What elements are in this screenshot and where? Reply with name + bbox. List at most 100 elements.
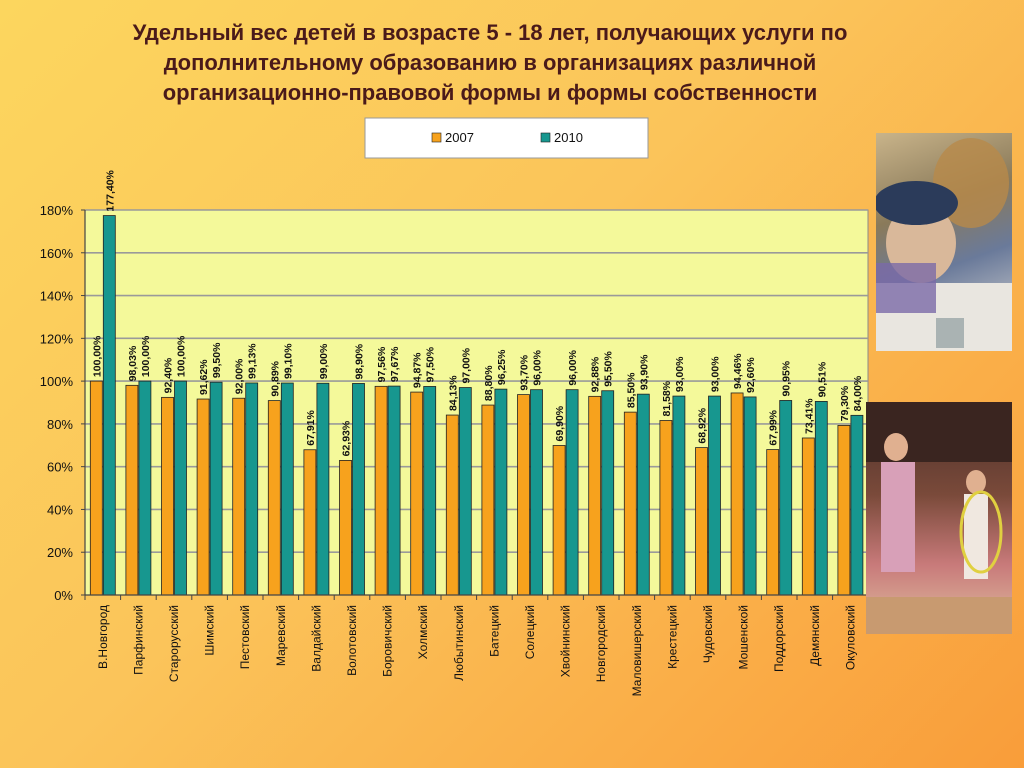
- children-crafting-photo: [876, 133, 1012, 351]
- bar-2007-18: [730, 392, 744, 596]
- y-tick-label: 60%: [47, 460, 73, 475]
- bar-2007-8: [374, 385, 388, 596]
- data-label-2007-2: 92,40%: [163, 357, 175, 393]
- data-label-2010-12: 96,00%: [532, 349, 544, 385]
- x-tick-label: Новгородский: [594, 605, 608, 682]
- bar-2010-14: [601, 390, 615, 596]
- data-label-2007-10: 84,13%: [447, 375, 459, 411]
- y-tick-label: 180%: [40, 203, 74, 218]
- x-tick-label: Демянский: [808, 605, 822, 666]
- data-label-2010-14: 95,50%: [603, 350, 615, 386]
- y-tick-label: 20%: [47, 545, 73, 560]
- bar-2007-9: [410, 391, 424, 596]
- x-tick-label: Батецкий: [487, 605, 501, 657]
- legend-label-2007: 2007: [445, 130, 474, 145]
- bar-2010-6: [316, 382, 330, 596]
- x-tick-label: Солецкий: [523, 605, 537, 659]
- data-label-2010-7: 98,90%: [354, 343, 366, 379]
- data-label-2007-1: 98,03%: [127, 345, 139, 381]
- y-tick-label: 140%: [40, 289, 74, 304]
- legend-swatch-2010: [540, 132, 551, 143]
- data-label-2010-16: 93,00%: [674, 356, 686, 392]
- x-tick-label: Шимский: [203, 605, 217, 656]
- x-tick-label: Парфинский: [131, 605, 145, 675]
- data-label-2007-5: 90,89%: [269, 360, 281, 396]
- bar-2010-5: [280, 382, 294, 596]
- legend-label-2010: 2010: [554, 130, 583, 145]
- data-label-2007-9: 94,87%: [412, 352, 424, 388]
- bar-2007-20: [801, 437, 815, 596]
- bar-2007-19: [766, 449, 780, 596]
- bar-2010-0: [102, 215, 116, 596]
- x-tick-label: Валдайский: [309, 605, 323, 672]
- bar-2007-12: [517, 394, 530, 596]
- bar-2007-11: [481, 404, 495, 596]
- x-tick-label: Поддорский: [772, 605, 786, 672]
- data-label-2007-15: 85,50%: [625, 372, 637, 408]
- bar-2010-10: [458, 387, 472, 596]
- bar-2007-5: [267, 400, 281, 596]
- legend-box: [364, 117, 649, 159]
- x-tick-label: Мошенской: [737, 605, 751, 670]
- title-line-1: Удельный вес детей в возрасте 5 - 18 лет…: [132, 20, 848, 45]
- bar-2007-15: [623, 411, 637, 596]
- bar-2007-14: [588, 395, 602, 596]
- x-tick-label: Волотовский: [345, 605, 359, 676]
- data-label-2010-9: 97,50%: [425, 346, 437, 382]
- y-tick-label: 40%: [47, 502, 73, 517]
- data-label-2010-18: 92,60%: [745, 357, 757, 393]
- data-label-2010-1: 100,00%: [140, 335, 152, 377]
- x-tick-label: Любытинский: [452, 605, 466, 681]
- slide-title: Удельный вес детей в возрасте 5 - 18 лет…: [60, 18, 920, 108]
- x-tick-label: Холмский: [416, 605, 430, 659]
- data-label-2010-8: 97,67%: [389, 346, 401, 382]
- bar-2010-21: [850, 414, 864, 596]
- data-label-2007-21: 79,30%: [839, 385, 851, 421]
- x-tick-label: Старорусский: [167, 605, 181, 682]
- bar-2007-6: [303, 449, 317, 596]
- x-tick-label: Крестецкий: [665, 605, 679, 669]
- bar-2007-4: [232, 397, 246, 596]
- bar-2007-21: [837, 424, 851, 596]
- data-label-2010-11: 96,25%: [496, 349, 508, 385]
- y-tick-label: 0%: [54, 588, 73, 603]
- bar-2010-16: [672, 395, 686, 596]
- data-label-2010-17: 93,00%: [710, 356, 722, 392]
- bar-2010-9: [423, 386, 437, 596]
- data-label-2010-15: 93,90%: [638, 354, 650, 390]
- data-label-2007-11: 88,80%: [483, 365, 495, 401]
- legend-swatch-2007: [431, 132, 442, 143]
- bar-2010-12: [530, 389, 543, 596]
- bar-2010-3: [209, 381, 223, 596]
- bar-2007-0: [89, 380, 103, 596]
- bar-2007-1: [125, 384, 139, 596]
- x-tick-label: Пестовский: [238, 605, 252, 669]
- data-label-2007-3: 91,62%: [198, 359, 210, 395]
- data-label-2007-17: 68,92%: [697, 407, 709, 443]
- chart-legend: 2007 2010: [364, 117, 649, 159]
- data-label-2010-13: 96,00%: [567, 349, 579, 385]
- x-tick-label: Маловишерский: [630, 605, 644, 696]
- bar-2010-1: [138, 380, 152, 596]
- bar-2007-3: [196, 398, 210, 596]
- x-tick-label: Окуловский: [843, 605, 857, 670]
- data-label-2007-12: 93,70%: [519, 354, 531, 390]
- y-tick-label: 160%: [40, 246, 74, 261]
- data-label-2010-6: 99,00%: [318, 343, 330, 379]
- bar-2007-16: [659, 420, 673, 596]
- bar-2010-13: [565, 389, 579, 596]
- x-tick-label: Чудовский: [701, 605, 715, 663]
- data-label-2007-14: 92,88%: [590, 356, 602, 392]
- y-tick-label: 80%: [47, 417, 73, 432]
- data-label-2010-0: 177,40%: [104, 169, 116, 211]
- data-label-2010-20: 90,51%: [816, 361, 828, 397]
- data-label-2007-7: 62,93%: [341, 420, 353, 456]
- bar-2007-13: [552, 445, 566, 596]
- data-label-2010-4: 99,13%: [247, 343, 259, 379]
- x-tick-label: Хвойнинский: [559, 605, 573, 677]
- bar-2010-2: [174, 380, 187, 596]
- bar-2010-7: [352, 383, 365, 596]
- data-label-2007-19: 67,99%: [768, 409, 780, 445]
- title-line-3: организационно-правовой формы и формы со…: [162, 80, 818, 105]
